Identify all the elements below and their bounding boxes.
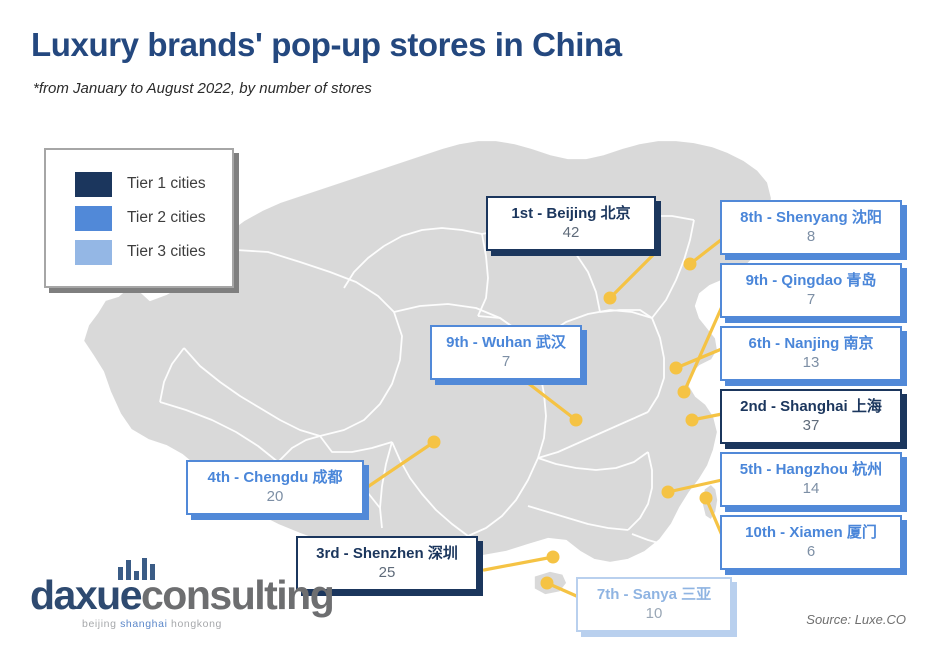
legend-swatch-tier3 xyxy=(75,239,112,265)
legend-label-tier2: Tier 2 cities xyxy=(127,209,206,226)
callout-xiamen-value: 6 xyxy=(806,543,816,560)
callout-sanya-title: 7th - Sanya 三亚 xyxy=(596,586,712,603)
callout-qingdao: 9th - Qingdao 青岛 7 xyxy=(720,263,902,318)
tagline-shanghai: shanghai xyxy=(120,618,168,630)
callout-chengdu-title: 4th - Chengdu 成都 xyxy=(207,469,343,486)
legend-label-tier1: Tier 1 cities xyxy=(127,175,206,192)
callout-shanghai-value: 37 xyxy=(802,417,820,434)
callout-nanjing-value: 13 xyxy=(802,354,820,371)
callout-wuhan-title: 9th - Wuhan 武汉 xyxy=(446,334,566,351)
page-title: Luxury brands' pop-up stores in China xyxy=(31,26,622,63)
logo-text-daxue: daxue xyxy=(30,572,143,618)
legend-swatch-tier1 xyxy=(75,171,112,197)
callout-shanghai-title: 2nd - Shanghai 上海 xyxy=(740,398,882,415)
legend-item-tier3: Tier 3 cities xyxy=(75,239,206,265)
callout-shenzhen-title: 3rd - Shenzhen 深圳 xyxy=(316,545,458,562)
callout-xiamen-title: 10th - Xiamen 厦门 xyxy=(745,524,877,541)
callout-nanjing-title: 6th - Nanjing 南京 xyxy=(748,335,874,352)
callout-nanjing: 6th - Nanjing 南京 13 xyxy=(720,326,902,381)
map-city-dots xyxy=(427,257,713,590)
daxue-consulting-logo: daxueconsulting beijing shanghai hongkon… xyxy=(30,558,335,630)
callout-shanghai: 2nd - Shanghai 上海 37 xyxy=(720,389,902,444)
callout-sanya-value: 10 xyxy=(645,605,663,622)
callout-xiamen: 10th - Xiamen 厦门 6 xyxy=(720,515,902,570)
callout-beijing-title: 1st - Beijing 北京 xyxy=(511,205,631,222)
callout-wuhan: 9th - Wuhan 武汉 7 xyxy=(430,325,582,380)
legend-item-tier1: Tier 1 cities xyxy=(75,171,206,197)
bar-chart-icon xyxy=(118,558,155,580)
page-subtitle: *from January to August 2022, by number … xyxy=(33,80,372,97)
callout-hangzhou: 5th - Hangzhou 杭州 14 xyxy=(720,452,902,507)
callout-chengdu-value: 20 xyxy=(266,488,284,505)
tagline-hongkong: hongkong xyxy=(167,618,222,630)
callout-hangzhou-title: 5th - Hangzhou 杭州 xyxy=(739,461,883,478)
legend: Tier 1 cities Tier 2 cities Tier 3 citie… xyxy=(44,148,234,288)
callout-chengdu: 4th - Chengdu 成都 20 xyxy=(186,460,364,515)
tagline-beijing: beijing xyxy=(82,618,121,630)
legend-swatch-tier2 xyxy=(75,205,112,231)
callout-wuhan-value: 7 xyxy=(501,353,511,370)
callout-qingdao-value: 7 xyxy=(806,291,816,308)
callout-beijing-value: 42 xyxy=(562,224,580,241)
legend-label-tier3: Tier 3 cities xyxy=(127,243,206,260)
callout-qingdao-title: 9th - Qingdao 青岛 xyxy=(745,272,877,289)
callout-shenyang-title: 8th - Shenyang 沈阳 xyxy=(740,209,882,226)
callout-sanya: 7th - Sanya 三亚 10 xyxy=(576,577,732,632)
logo-wordmark: daxueconsulting xyxy=(30,572,335,618)
callout-shenyang-value: 8 xyxy=(806,228,816,245)
legend-item-tier2: Tier 2 cities xyxy=(75,205,206,231)
logo-text-consulting: consulting xyxy=(141,572,335,618)
callout-hangzhou-value: 14 xyxy=(802,480,820,497)
callout-beijing: 1st - Beijing 北京 42 xyxy=(486,196,656,251)
callout-shenzhen-value: 25 xyxy=(378,564,396,581)
logo-tagline: beijing shanghai hongkong xyxy=(82,618,222,630)
callout-shenyang: 8th - Shenyang 沈阳 8 xyxy=(720,200,902,255)
callout-shenzhen: 3rd - Shenzhen 深圳 25 xyxy=(296,536,478,591)
source-note: Source: Luxe.CO xyxy=(806,612,906,627)
